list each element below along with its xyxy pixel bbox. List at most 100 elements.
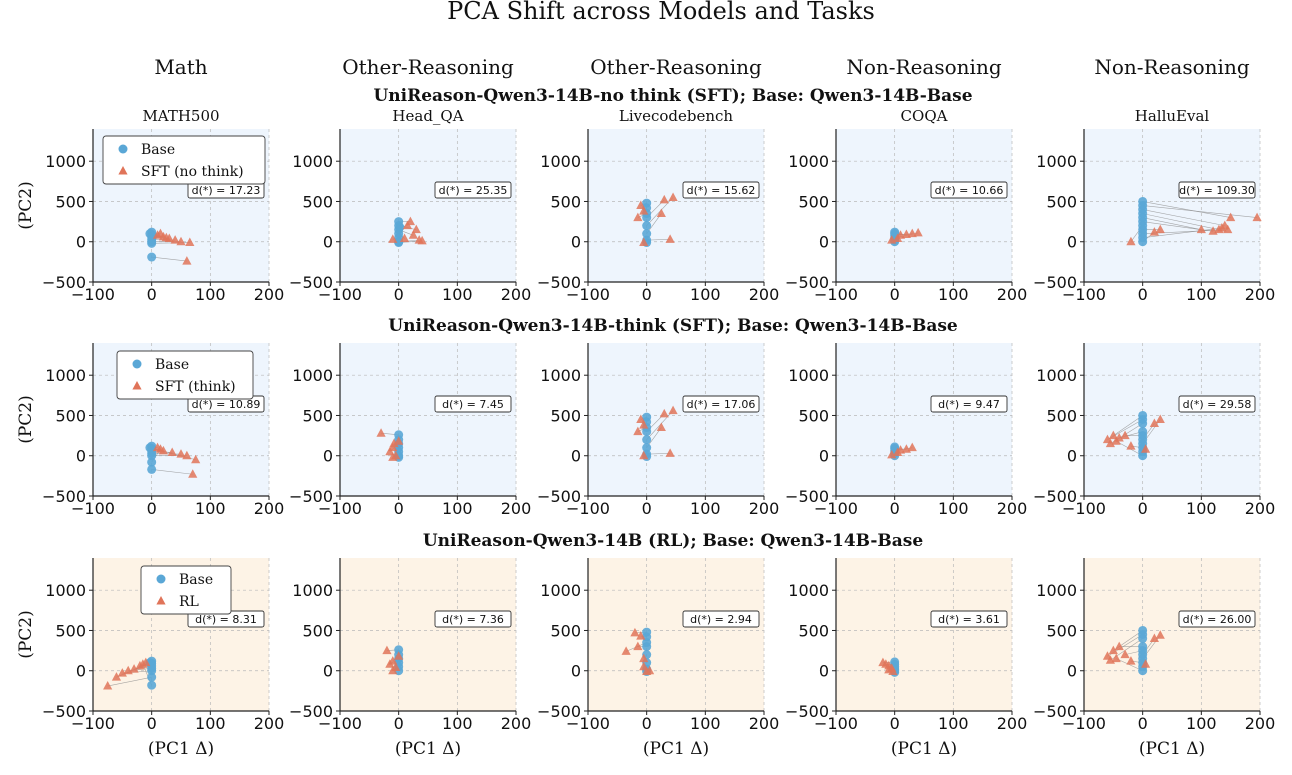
y-tick-label: 0 [76, 233, 86, 252]
x-tick-label: 0 [1138, 499, 1148, 518]
legend-box [102, 135, 266, 185]
d-label: d(*) = 29.58 [1183, 398, 1252, 411]
x-tick-label: 200 [501, 285, 532, 304]
x-tick-label: 100 [442, 285, 473, 304]
panel-background [836, 343, 1012, 496]
d-label-box [1178, 610, 1256, 628]
shifted-point [633, 641, 643, 651]
shifted-point [408, 230, 418, 239]
shifted-point [1120, 430, 1130, 440]
x-tick-label: 100 [690, 714, 721, 733]
column-category-1: Other-Reasoning [342, 55, 514, 79]
y-tick-label: −500 [1033, 273, 1077, 292]
y-tick-label: 1000 [788, 581, 829, 600]
base-point [642, 435, 652, 445]
shifted-point [402, 220, 413, 230]
x-tick-label: 0 [394, 499, 404, 518]
base-point [642, 229, 652, 239]
shifted-point [1108, 645, 1118, 655]
legend-base-marker [156, 574, 166, 584]
shift-connector [646, 410, 674, 440]
panel-r0-c0: MATH500 −100 0 100 200 −500 0 500 1000 d(*) = 17.… [16, 107, 284, 304]
shifted-point [659, 194, 669, 204]
shifted-point [1252, 212, 1262, 222]
d-label: d(*) = 25.35 [439, 184, 508, 197]
shifted-point [188, 469, 198, 478]
shifted-point [417, 235, 427, 245]
x-tick-label: 0 [890, 285, 900, 304]
y-tick-label: 0 [323, 233, 333, 252]
x-tick-label: 100 [1186, 285, 1217, 304]
y-tick-label: 500 [798, 621, 829, 640]
legend-base-marker [118, 144, 128, 154]
base-point [147, 451, 157, 461]
shifted-point [385, 659, 395, 668]
shifted-point [1155, 414, 1165, 423]
x-tick-label: −100 [318, 285, 362, 304]
y-tick-label: 1000 [292, 366, 333, 385]
panel-r1-c2: −100 0 100 200 −500 0 500 1000 d(*) = 17.06 [537, 343, 779, 518]
d-label-box [930, 181, 1008, 199]
x-tick-label: −100 [814, 285, 858, 304]
x-tick-label: 0 [147, 285, 157, 304]
panel-background [1084, 558, 1260, 711]
x-tick-label: 0 [147, 714, 157, 733]
y-tick-label: −500 [785, 487, 829, 506]
y-tick-label: 0 [323, 662, 333, 681]
shifted-point [155, 444, 166, 453]
x-tick-label: −100 [1062, 714, 1106, 733]
d-label: d(*) = 26.00 [1183, 613, 1252, 626]
y-tick-label: 500 [550, 192, 581, 211]
shifted-point [155, 228, 166, 238]
shifted-point [161, 232, 171, 242]
base-point [1138, 666, 1148, 676]
shifted-point [1126, 441, 1136, 450]
shifted-point [636, 200, 646, 209]
y-tick-label: 500 [798, 406, 829, 425]
shift-connector [1142, 213, 1219, 230]
d-label: d(*) = 7.45 [442, 398, 504, 411]
base-point [642, 443, 652, 453]
shifted-point [399, 233, 410, 243]
y-tick-label: −500 [537, 487, 581, 506]
x-tick-label: 200 [501, 714, 532, 733]
y-tick-label: 0 [819, 447, 829, 466]
shifted-point [389, 438, 399, 448]
x-tick-label: 100 [690, 499, 721, 518]
shifted-point [630, 627, 640, 637]
x-tick-label: 200 [254, 714, 285, 733]
y-tick-label: 0 [571, 447, 581, 466]
y-tick-label: 0 [323, 447, 333, 466]
shifted-point [382, 645, 392, 655]
x-tick-label: 200 [997, 285, 1028, 304]
shift-connector [1113, 415, 1143, 436]
panel-background [588, 129, 764, 282]
shifted-point [668, 192, 678, 201]
shifted-point [1149, 418, 1159, 428]
x-tick-label: 0 [642, 714, 652, 733]
base-point [642, 221, 652, 231]
shift-connector [107, 676, 152, 687]
y-tick-label: −500 [289, 487, 333, 506]
base-point [145, 443, 155, 453]
base-point [147, 666, 157, 676]
x-tick-label: 100 [442, 499, 473, 518]
panel-background [340, 343, 516, 496]
x-tick-label: −100 [318, 714, 362, 733]
d-label-box [682, 181, 760, 199]
shifted-point [138, 659, 148, 668]
shifted-point [388, 234, 398, 243]
base-point [147, 672, 157, 682]
panel-r2-c2: −100 0 100 200 −500 0 500 1000 d(*) = 2.94 (PC1 Δ… [537, 558, 779, 759]
y-axis-label: (PC2) [16, 181, 36, 230]
shifted-point [376, 428, 386, 437]
d-label: d(*) = 9.47 [938, 398, 1000, 411]
base-point [147, 238, 157, 248]
d-label: d(*) = 15.62 [687, 184, 756, 197]
y-tick-label: 500 [1046, 192, 1077, 211]
shifted-point [1111, 436, 1121, 445]
d-label: d(*) = 7.36 [442, 613, 504, 626]
y-tick-label: 0 [571, 662, 581, 681]
y-tick-label: 500 [1046, 406, 1077, 425]
shifted-point [887, 449, 897, 459]
